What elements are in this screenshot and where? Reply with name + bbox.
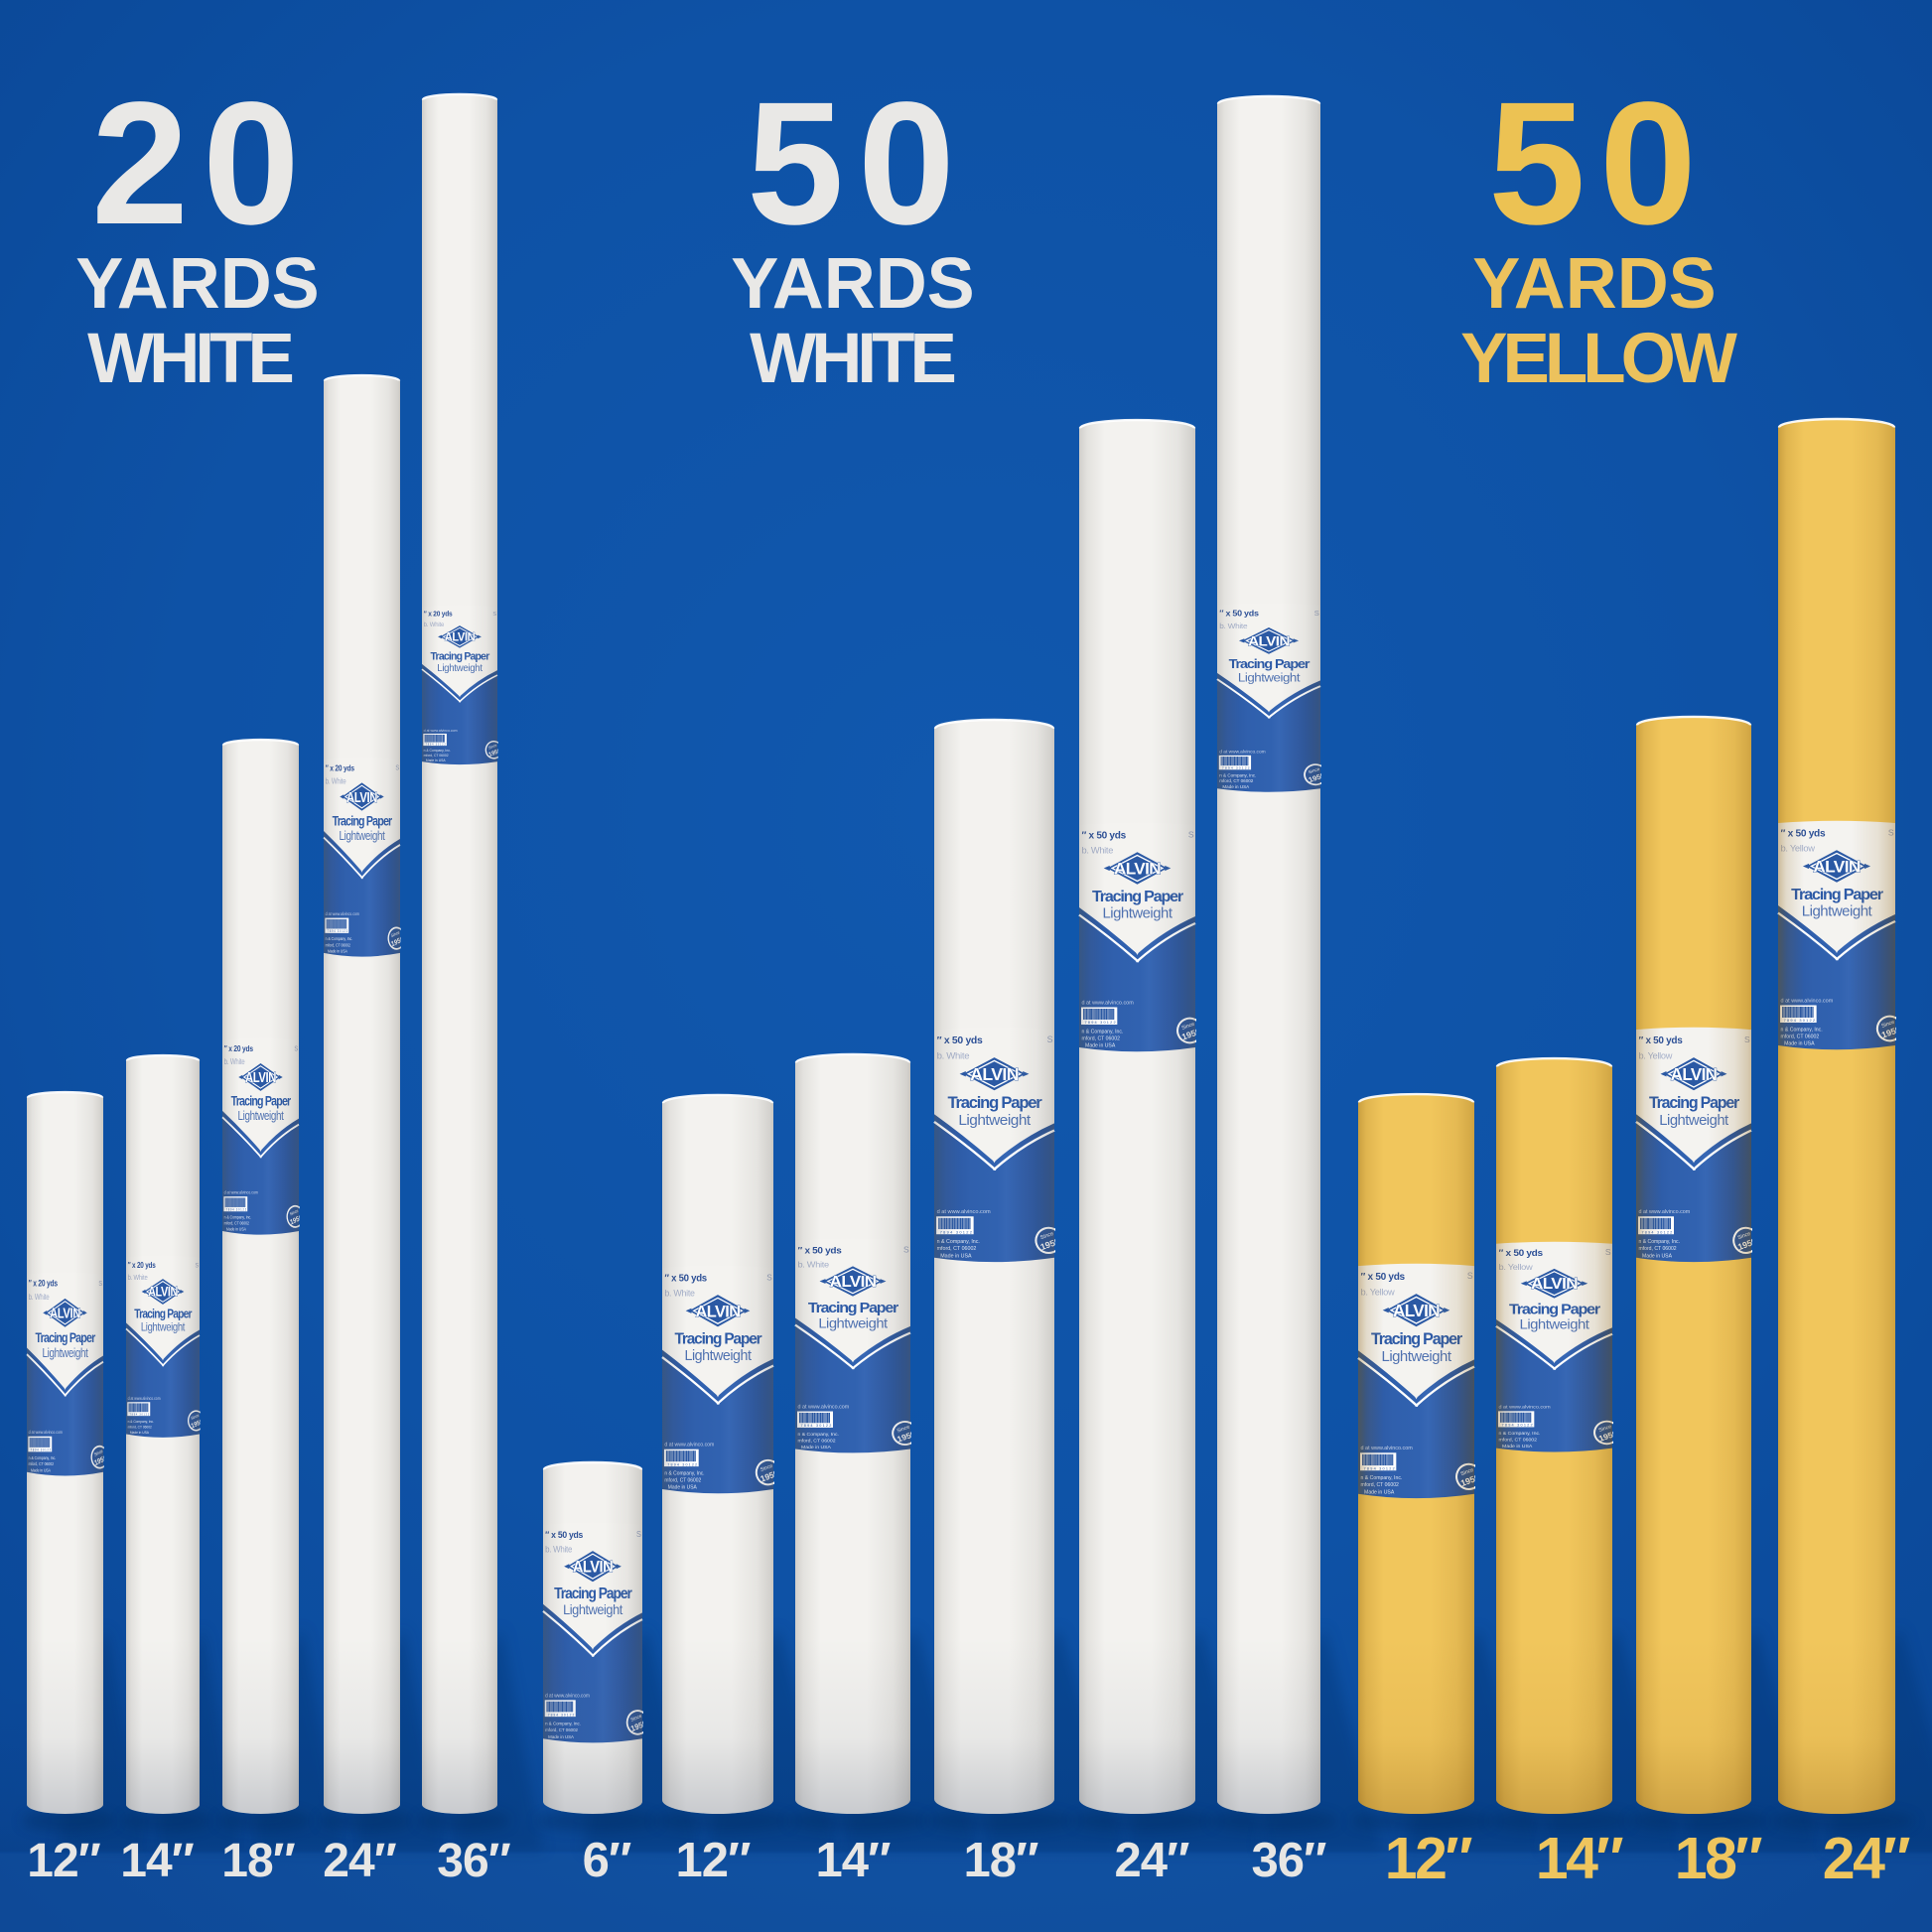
svg-text:YARDS: YARDS [1472,244,1716,324]
svg-text:12″: 12″ [27,1835,100,1887]
svg-text:20: 20 [91,67,314,261]
svg-text:24″: 24″ [323,1835,396,1887]
svg-text:6″: 6″ [583,1834,631,1887]
svg-text:YARDS: YARDS [75,244,319,324]
svg-text:YARDS: YARDS [731,244,974,324]
svg-text:50: 50 [747,67,969,261]
svg-text:24″: 24″ [1823,1826,1911,1891]
svg-text:14″: 14″ [816,1834,892,1887]
svg-text:18″: 18″ [221,1835,295,1887]
svg-text:12″: 12″ [1385,1826,1473,1891]
svg-text:YELLOW: YELLOW [1460,320,1737,398]
svg-text:36″: 36″ [1252,1834,1327,1887]
svg-text:24″: 24″ [1115,1834,1190,1887]
svg-text:36″: 36″ [437,1835,510,1887]
svg-text:18″: 18″ [1675,1826,1763,1891]
svg-text:WHITE: WHITE [87,320,292,398]
svg-text:14″: 14″ [120,1835,194,1887]
svg-text:WHITE: WHITE [750,320,954,398]
svg-text:50: 50 [1488,67,1711,261]
svg-text:12″: 12″ [676,1834,752,1887]
svg-text:14″: 14″ [1536,1826,1624,1891]
svg-text:18″: 18″ [964,1834,1039,1887]
